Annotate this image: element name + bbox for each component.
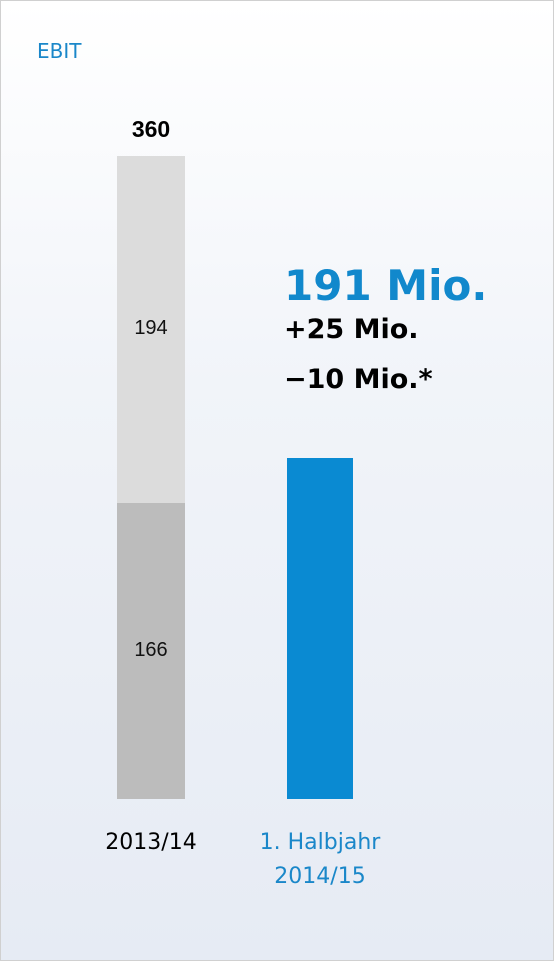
bar-segment <box>117 502 185 799</box>
bar-segment <box>117 156 185 503</box>
chart-title: EBIT <box>37 39 82 63</box>
annotation: −10 Mio.* <box>284 364 433 395</box>
annotation: +25 Mio. <box>284 314 419 345</box>
x-tick-label: 1. Halbjahr 2014/15 <box>259 830 381 889</box>
data-label: 194 <box>134 317 168 340</box>
annotation: 191 Mio. <box>284 261 488 310</box>
x-tick-label: 2013/14 <box>105 830 197 855</box>
bar-segment <box>287 457 353 799</box>
total-label: 360 <box>131 116 171 142</box>
data-label: 166 <box>134 638 168 661</box>
